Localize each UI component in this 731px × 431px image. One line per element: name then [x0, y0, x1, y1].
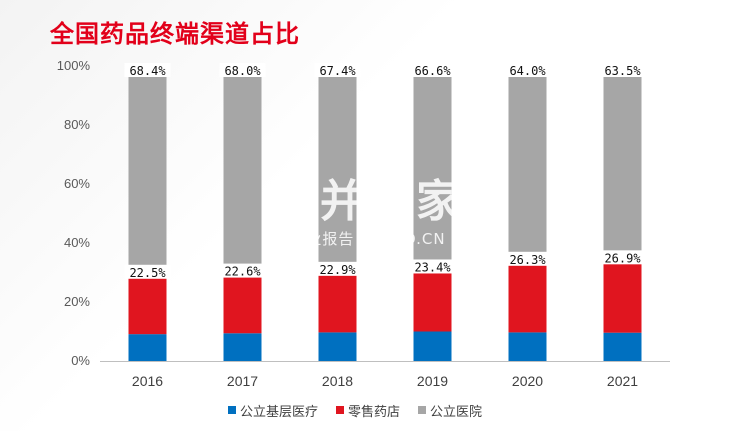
bar-segment	[318, 264, 357, 333]
bar-segment	[508, 254, 547, 333]
data-label-bg	[409, 259, 456, 274]
y-tick-label: 100%	[57, 58, 91, 73]
y-tick-label: 0%	[71, 353, 90, 368]
data-label: 22.9%	[319, 263, 356, 277]
legend-label-public-hospital: 公立医院	[430, 404, 483, 420]
data-label: 68.0%	[224, 64, 261, 78]
data-label-bg	[504, 63, 551, 77]
bar-segment	[413, 331, 452, 361]
bar-segment	[318, 332, 357, 361]
bar-segment	[603, 66, 642, 254]
x-tick-label: 2019	[417, 373, 448, 389]
data-label-bg	[124, 63, 171, 77]
legend-item-retail-pharmacy: 零售药店	[336, 401, 400, 420]
data-label: 23.4%	[414, 260, 451, 274]
bar-segment	[603, 253, 642, 333]
bar-segment	[223, 66, 262, 267]
x-tick-label: 2020	[512, 373, 543, 389]
legend-label-retail-pharmacy: 零售药店	[348, 404, 401, 420]
watermark: 卅并购家 行业报告 IPOIPO.CN	[258, 178, 478, 249]
x-tick-label: 2021	[607, 373, 638, 389]
x-tick-label: 2018	[322, 373, 353, 389]
legend: 公立基层医疗 零售药店 公立医院	[228, 401, 482, 420]
data-label: 22.6%	[224, 265, 261, 279]
data-label-bg	[504, 251, 551, 266]
y-tick-label: 40%	[64, 235, 90, 250]
data-label-bg	[409, 63, 456, 77]
data-label-bg	[124, 264, 171, 279]
data-label: 26.3%	[509, 253, 546, 267]
bar-segment	[128, 267, 167, 335]
legend-item-basic-care: 公立基层医疗	[228, 401, 318, 420]
x-tick-label: 2016	[132, 373, 163, 389]
data-label-bg	[314, 261, 361, 276]
legend-swatch-public-hospital	[418, 406, 427, 414]
data-label: 63.5%	[604, 64, 641, 78]
bar-segment	[318, 66, 357, 265]
y-tick-label: 60%	[64, 176, 90, 191]
y-tick-label: 20%	[64, 294, 90, 309]
data-label-bg	[599, 250, 646, 265]
bar-segment	[223, 266, 262, 334]
bar-segment	[603, 332, 642, 361]
bar-segment	[413, 66, 452, 263]
watermark-main: 卅并购家	[272, 176, 464, 227]
data-label: 66.6%	[414, 64, 451, 78]
bar-segment	[508, 332, 547, 361]
data-label-bg	[219, 63, 266, 77]
legend-label-basic-care: 公立基层医疗	[240, 404, 319, 420]
data-label: 64.0%	[509, 64, 546, 78]
x-tick-label: 2017	[227, 373, 258, 389]
data-label: 26.9%	[604, 251, 641, 265]
bar-segment	[128, 66, 167, 268]
data-label-bg	[314, 63, 361, 77]
bar-segment	[223, 333, 262, 361]
watermark-sub: 行业报告 IPOIPO.CN	[290, 230, 446, 248]
bar-segment	[128, 334, 167, 361]
data-label-bg	[599, 63, 646, 77]
legend-item-public-hospital: 公立医院	[418, 401, 482, 420]
legend-swatch-basic-care	[228, 406, 236, 414]
y-tick-label: 80%	[64, 117, 90, 132]
chart-title: 全国药品终端渠道占比	[50, 20, 300, 48]
data-label-bg	[219, 263, 266, 278]
bar-segment	[413, 262, 452, 332]
bar-segment	[508, 66, 547, 255]
data-label: 22.5%	[129, 266, 166, 280]
data-label: 68.4%	[129, 64, 166, 78]
legend-swatch-retail-pharmacy	[336, 406, 345, 414]
data-label: 67.4%	[319, 64, 356, 78]
